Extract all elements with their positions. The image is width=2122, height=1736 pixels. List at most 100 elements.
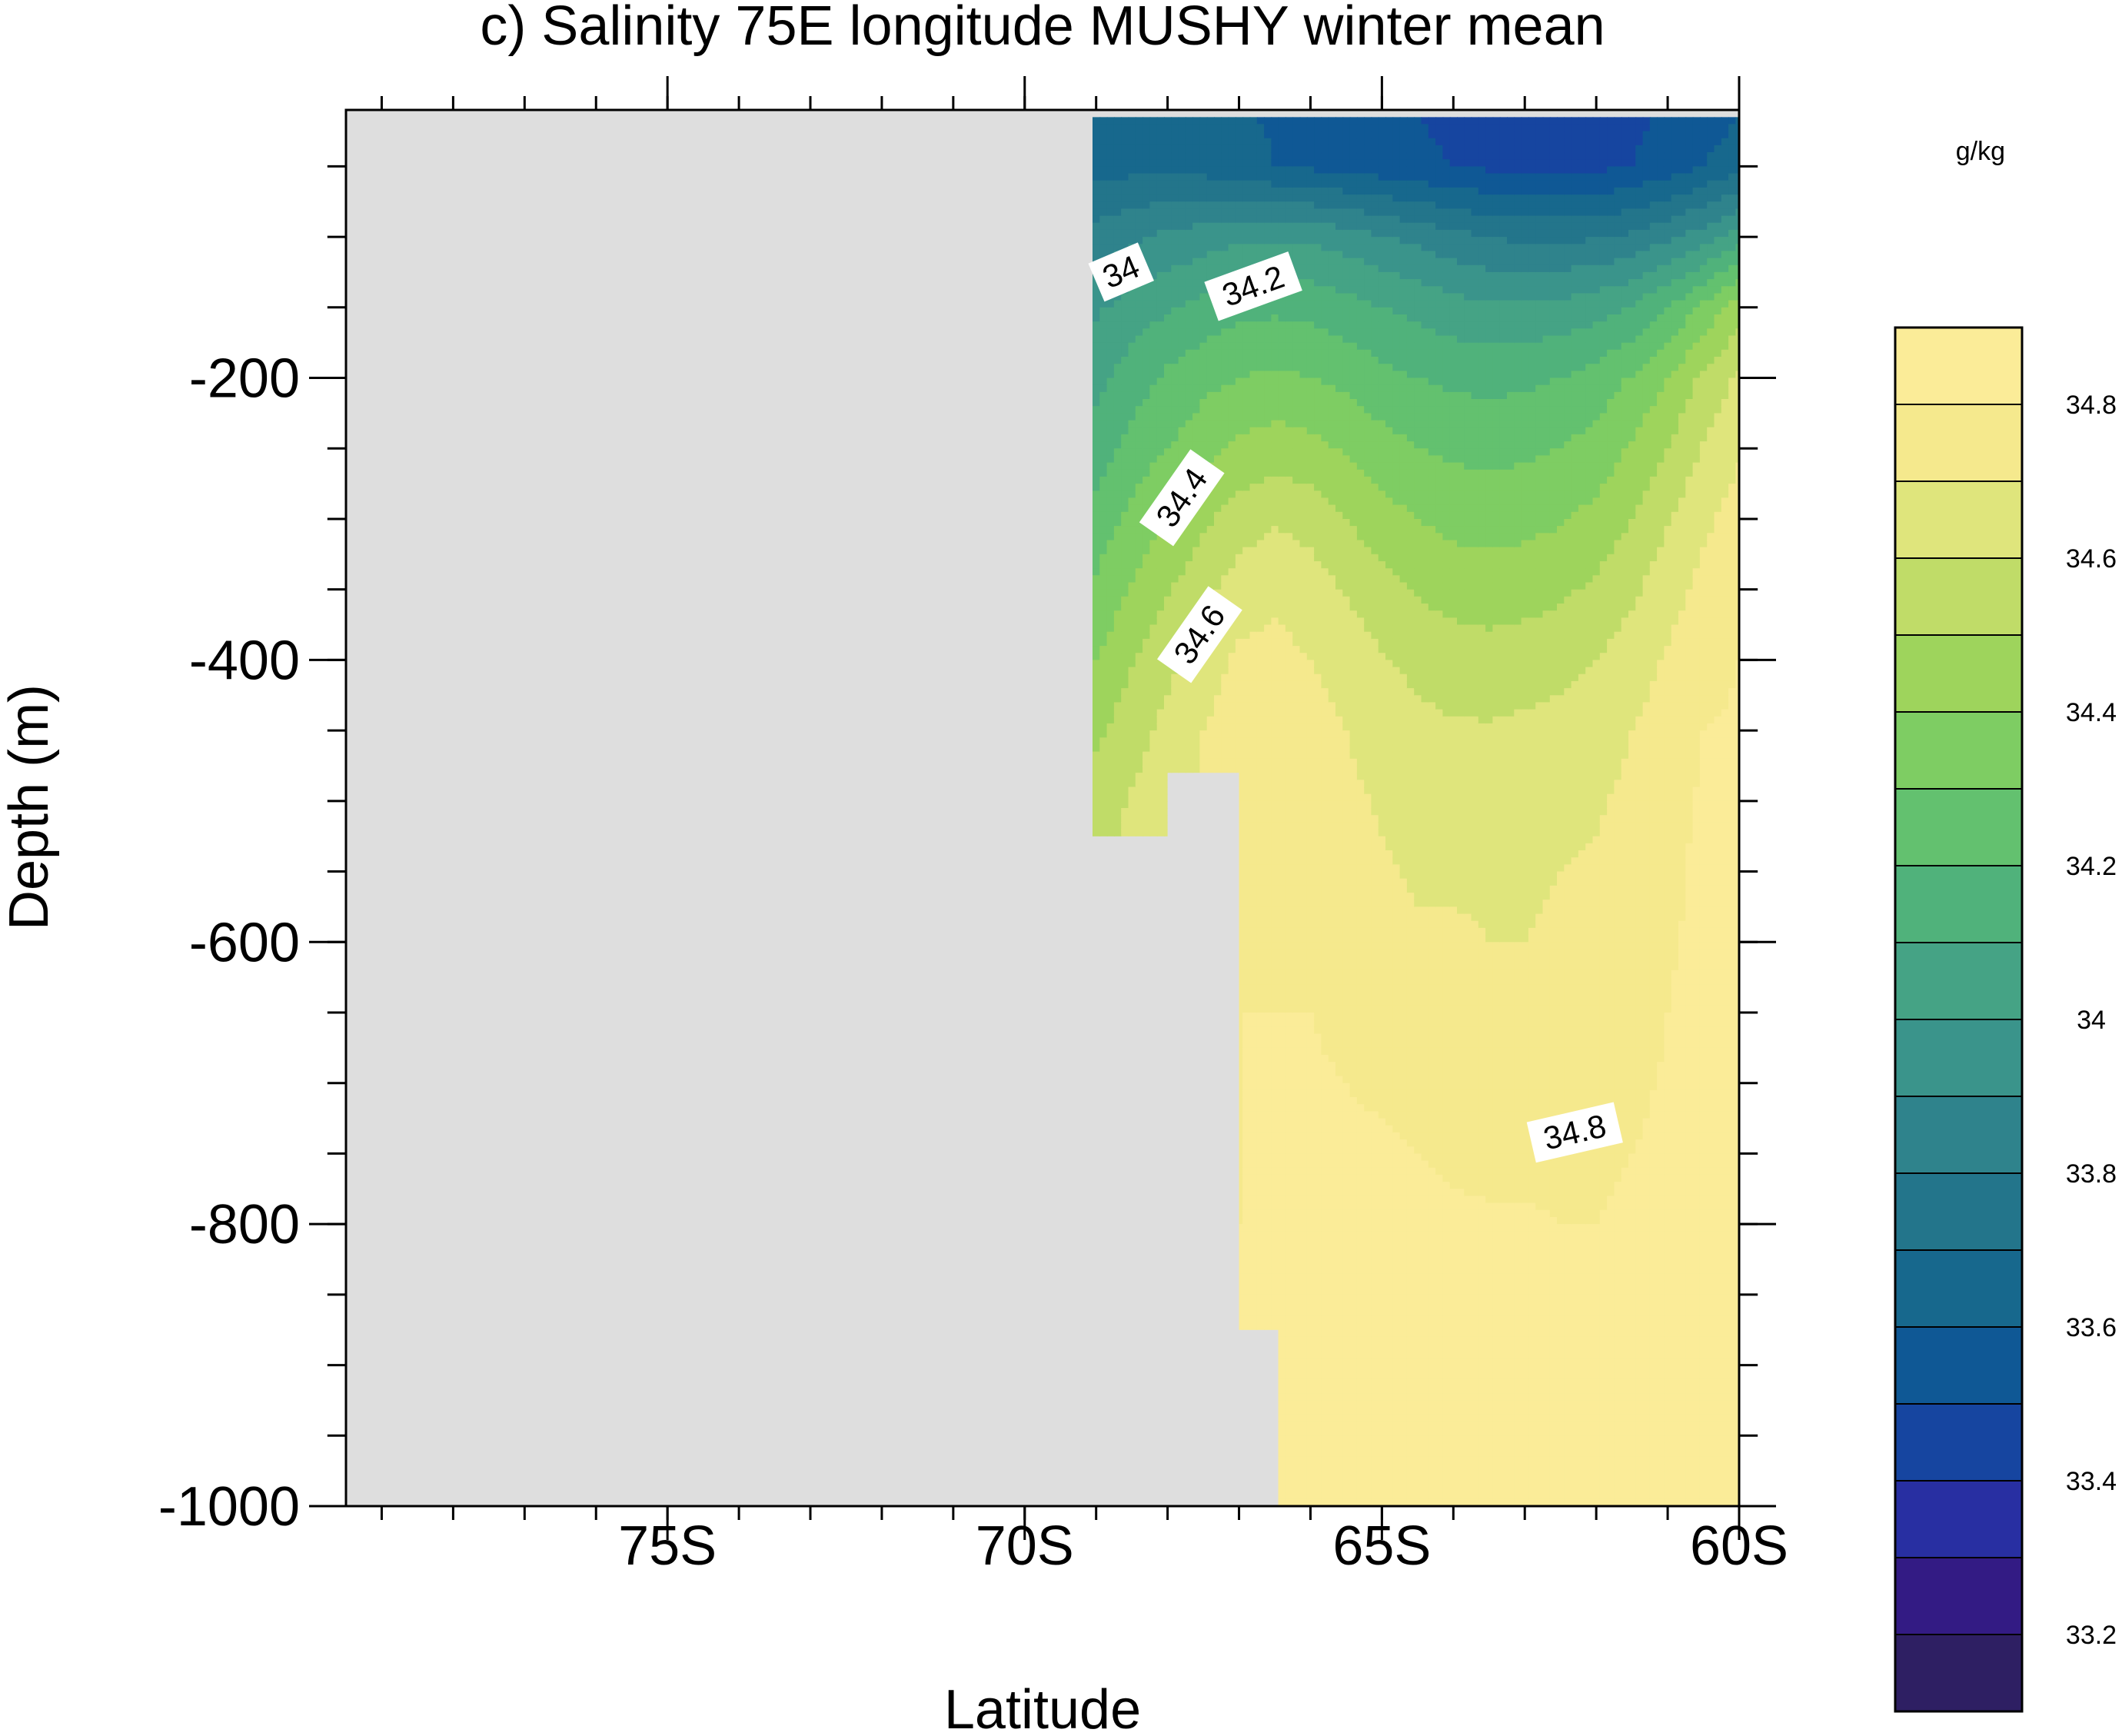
salinity-cell xyxy=(1156,638,1165,647)
salinity-cell xyxy=(1192,434,1201,443)
salinity-cell xyxy=(1228,427,1236,435)
salinity-cell xyxy=(1249,1189,1258,1197)
salinity-cell xyxy=(1093,180,1101,188)
salinity-cell xyxy=(1256,624,1266,633)
salinity-cell xyxy=(1164,258,1172,266)
salinity-cell xyxy=(1099,314,1108,323)
salinity-cell xyxy=(1256,469,1266,477)
salinity-cell xyxy=(1135,638,1144,647)
salinity-cell xyxy=(1242,237,1251,245)
salinity-cell xyxy=(1249,1139,1258,1148)
salinity-cell xyxy=(1264,1040,1272,1049)
salinity-cell xyxy=(1106,406,1115,414)
salinity-cell xyxy=(1185,264,1194,273)
salinity-cell xyxy=(1214,124,1222,132)
salinity-cell xyxy=(1264,589,1272,597)
salinity-cell xyxy=(1149,215,1158,224)
salinity-cell xyxy=(1264,604,1272,612)
salinity-cell xyxy=(1256,913,1266,922)
salinity-cell xyxy=(1121,314,1129,323)
salinity-cell xyxy=(1149,237,1158,245)
salinity-cell xyxy=(1221,377,1229,386)
salinity-cell xyxy=(1192,314,1201,323)
salinity-cell xyxy=(1264,159,1272,168)
salinity-cell xyxy=(1235,900,1244,908)
salinity-cell xyxy=(1135,695,1144,703)
salinity-cell xyxy=(1271,469,1279,477)
salinity-cell xyxy=(1256,864,1266,873)
salinity-cell xyxy=(1242,258,1251,266)
salinity-cell xyxy=(1249,349,1258,358)
salinity-cell xyxy=(1121,744,1129,753)
salinity-cell xyxy=(1264,920,1272,929)
salinity-cell xyxy=(1228,702,1236,710)
salinity-cell xyxy=(1242,575,1251,584)
salinity-cell xyxy=(1235,1252,1244,1260)
salinity-cell xyxy=(1256,878,1266,886)
salinity-cell xyxy=(1164,540,1172,548)
salinity-cell xyxy=(1106,815,1115,823)
salinity-cell xyxy=(1185,307,1194,315)
salinity-cell xyxy=(1135,575,1144,584)
salinity-cell xyxy=(1249,1182,1258,1190)
salinity-cell xyxy=(1242,751,1251,760)
salinity-cell xyxy=(1249,159,1258,168)
salinity-cell xyxy=(1256,1026,1266,1035)
salinity-cell xyxy=(1199,293,1208,301)
salinity-cell xyxy=(1199,709,1208,717)
salinity-cell xyxy=(1271,582,1279,590)
salinity-cell xyxy=(1192,229,1201,238)
salinity-cell xyxy=(1093,695,1101,703)
salinity-cell xyxy=(1113,335,1123,344)
salinity-cell xyxy=(1099,667,1108,675)
salinity-cell xyxy=(1264,215,1272,224)
salinity-cell xyxy=(1228,195,1236,203)
salinity-cell xyxy=(1242,173,1251,181)
salinity-cell xyxy=(1206,737,1215,746)
salinity-cell xyxy=(1149,321,1158,330)
salinity-cell xyxy=(1264,1266,1272,1275)
salinity-cell xyxy=(1142,673,1151,682)
salinity-cell xyxy=(1264,1132,1272,1141)
salinity-cell xyxy=(1199,582,1208,590)
salinity-cell xyxy=(1093,800,1101,809)
salinity-cell xyxy=(1199,533,1208,541)
salinity-cell xyxy=(1106,800,1115,809)
salinity-cell xyxy=(1128,413,1136,421)
salinity-cell xyxy=(1093,349,1101,358)
salinity-cell xyxy=(1156,624,1165,633)
salinity-cell xyxy=(1135,653,1144,661)
salinity-cell xyxy=(1242,787,1251,795)
salinity-cell xyxy=(1164,342,1172,351)
salinity-cell xyxy=(1178,604,1186,612)
salinity-cell xyxy=(1121,638,1129,647)
salinity-cell xyxy=(1149,575,1158,584)
salinity-cell xyxy=(1214,737,1222,746)
salinity-cell xyxy=(1185,533,1194,541)
salinity-cell xyxy=(1106,688,1115,697)
salinity-cell xyxy=(1249,927,1258,936)
salinity-cell xyxy=(1093,822,1101,830)
salinity-cell xyxy=(1164,399,1172,407)
salinity-cell xyxy=(1149,229,1158,238)
salinity-cell xyxy=(1106,673,1115,682)
salinity-cell xyxy=(1121,484,1129,492)
salinity-cell xyxy=(1142,173,1151,181)
salinity-cell xyxy=(1135,673,1144,682)
salinity-cell xyxy=(1178,195,1186,203)
salinity-cell xyxy=(1099,680,1108,690)
salinity-cell xyxy=(1199,413,1208,421)
salinity-cell xyxy=(1228,519,1236,527)
salinity-cell xyxy=(1106,300,1115,308)
salinity-cell xyxy=(1242,377,1251,386)
salinity-cell xyxy=(1256,646,1266,654)
salinity-cell xyxy=(1164,279,1172,288)
salinity-cell xyxy=(1149,484,1158,492)
salinity-cell xyxy=(1264,1055,1272,1063)
salinity-cell xyxy=(1192,180,1201,188)
salinity-cell xyxy=(1271,441,1279,450)
salinity-cell xyxy=(1256,342,1266,351)
salinity-cell xyxy=(1264,1019,1272,1028)
salinity-cell xyxy=(1142,575,1151,584)
salinity-cell xyxy=(1271,349,1279,358)
